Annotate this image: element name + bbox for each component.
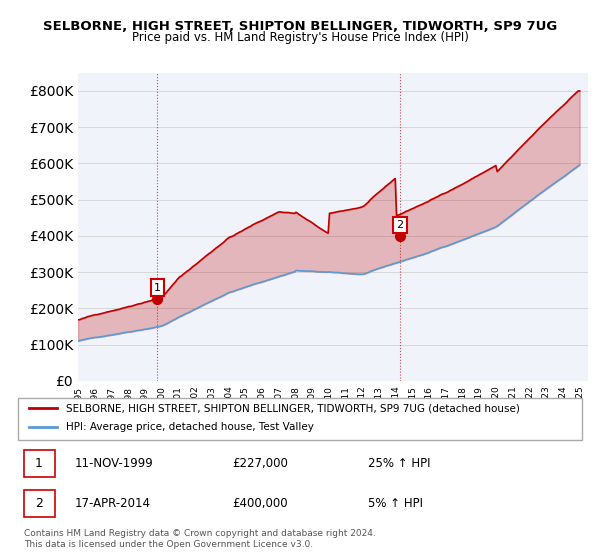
Text: SELBORNE, HIGH STREET, SHIPTON BELLINGER, TIDWORTH, SP9 7UG: SELBORNE, HIGH STREET, SHIPTON BELLINGER… xyxy=(43,20,557,32)
Text: 11-NOV-1999: 11-NOV-1999 xyxy=(74,457,153,470)
Text: 1: 1 xyxy=(154,283,161,293)
FancyBboxPatch shape xyxy=(18,398,582,440)
Text: Price paid vs. HM Land Registry's House Price Index (HPI): Price paid vs. HM Land Registry's House … xyxy=(131,31,469,44)
Text: Contains HM Land Registry data © Crown copyright and database right 2024.
This d: Contains HM Land Registry data © Crown c… xyxy=(24,529,376,549)
FancyBboxPatch shape xyxy=(23,450,55,477)
Text: £227,000: £227,000 xyxy=(232,457,288,470)
Text: 2: 2 xyxy=(397,220,403,230)
Text: 2: 2 xyxy=(35,497,43,510)
Text: 17-APR-2014: 17-APR-2014 xyxy=(74,497,151,510)
FancyBboxPatch shape xyxy=(23,490,55,517)
Point xyxy=(395,231,404,240)
Text: 1: 1 xyxy=(35,457,43,470)
Text: HPI: Average price, detached house, Test Valley: HPI: Average price, detached house, Test… xyxy=(66,422,314,432)
Text: 25% ↑ HPI: 25% ↑ HPI xyxy=(368,457,430,470)
Text: SELBORNE, HIGH STREET, SHIPTON BELLINGER, TIDWORTH, SP9 7UG (detached house): SELBORNE, HIGH STREET, SHIPTON BELLINGER… xyxy=(66,403,520,413)
Text: 5% ↑ HPI: 5% ↑ HPI xyxy=(368,497,422,510)
Point xyxy=(152,294,162,303)
Text: £400,000: £400,000 xyxy=(232,497,288,510)
